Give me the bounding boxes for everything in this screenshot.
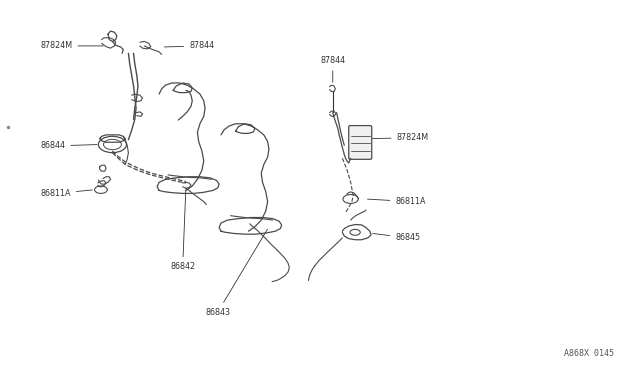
Text: 87824M: 87824M: [40, 41, 103, 51]
Text: 87844: 87844: [164, 41, 214, 51]
Text: 86845: 86845: [372, 233, 420, 243]
Text: A868X 0145: A868X 0145: [564, 349, 614, 358]
Text: 86843: 86843: [205, 229, 268, 317]
Text: 86811A: 86811A: [367, 197, 426, 206]
FancyBboxPatch shape: [349, 126, 372, 159]
Text: 86842: 86842: [170, 189, 195, 271]
Text: 87844: 87844: [320, 56, 346, 83]
Text: 87824M: 87824M: [372, 133, 429, 142]
Text: 86844: 86844: [40, 141, 97, 151]
Text: 86811A: 86811A: [40, 189, 92, 198]
